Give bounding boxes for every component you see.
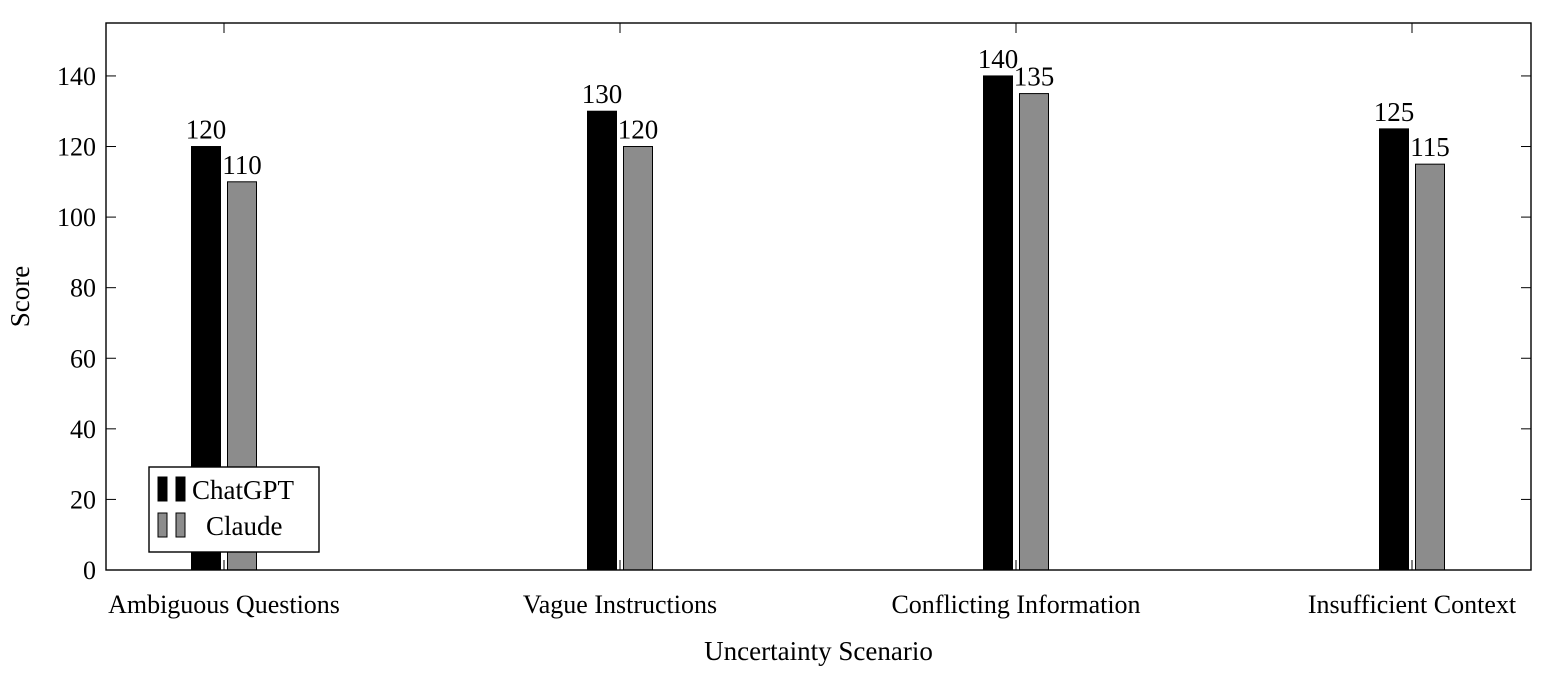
legend: ChatGPT Claude — [148, 466, 320, 553]
data-label: 115 — [1410, 132, 1450, 162]
data-label: 120 — [618, 115, 659, 145]
legend-swatch-chatgpt — [157, 476, 168, 502]
bar-claude — [623, 146, 653, 571]
bar-claude — [1019, 93, 1049, 571]
legend-label: ChatGPT — [192, 475, 295, 505]
y-tick-label: 0 — [83, 556, 96, 585]
y-tick-label: 20 — [70, 485, 96, 514]
data-label: 125 — [1374, 97, 1415, 127]
y-tick-label: 120 — [57, 133, 96, 162]
data-labels: 120 130 140 125 110 120 135 115 — [186, 44, 1450, 180]
data-label: 140 — [978, 44, 1019, 74]
bar-chatgpt — [587, 110, 617, 571]
data-label: 120 — [186, 115, 227, 145]
legend-swatch-claude — [175, 512, 186, 538]
legend-swatch-claude — [157, 512, 168, 538]
data-label: 135 — [1014, 62, 1055, 92]
x-tick-label: Insufficient Context — [1308, 590, 1517, 619]
x-tick-label: Vague Instructions — [523, 590, 717, 619]
x-axis-title: Uncertainty Scenario — [704, 636, 933, 666]
y-tick-label: 100 — [57, 203, 96, 232]
bar-claude — [1415, 163, 1445, 571]
bar-chatgpt — [983, 75, 1013, 571]
data-label: 110 — [222, 150, 262, 180]
x-tick-label: Conflicting Information — [891, 590, 1140, 619]
y-tick-label: 40 — [70, 415, 96, 444]
y-tick-labels: 0 20 40 60 80 100 120 140 — [57, 62, 96, 585]
legend-swatch-chatgpt — [175, 476, 186, 502]
plot-frame — [105, 22, 1532, 571]
data-label: 130 — [582, 79, 623, 109]
legend-label: Claude — [206, 511, 282, 541]
bars — [191, 75, 1445, 571]
axis-ticks — [106, 23, 1531, 571]
y-tick-label: 140 — [57, 62, 96, 91]
y-axis-title: Score — [5, 266, 35, 327]
x-tick-label: Ambiguous Questions — [108, 590, 340, 619]
bar-chatgpt — [1379, 128, 1409, 571]
x-tick-labels: Ambiguous Questions Vague Instructions Con… — [108, 590, 1517, 619]
y-tick-label: 80 — [70, 274, 96, 303]
y-tick-label: 60 — [70, 344, 96, 373]
